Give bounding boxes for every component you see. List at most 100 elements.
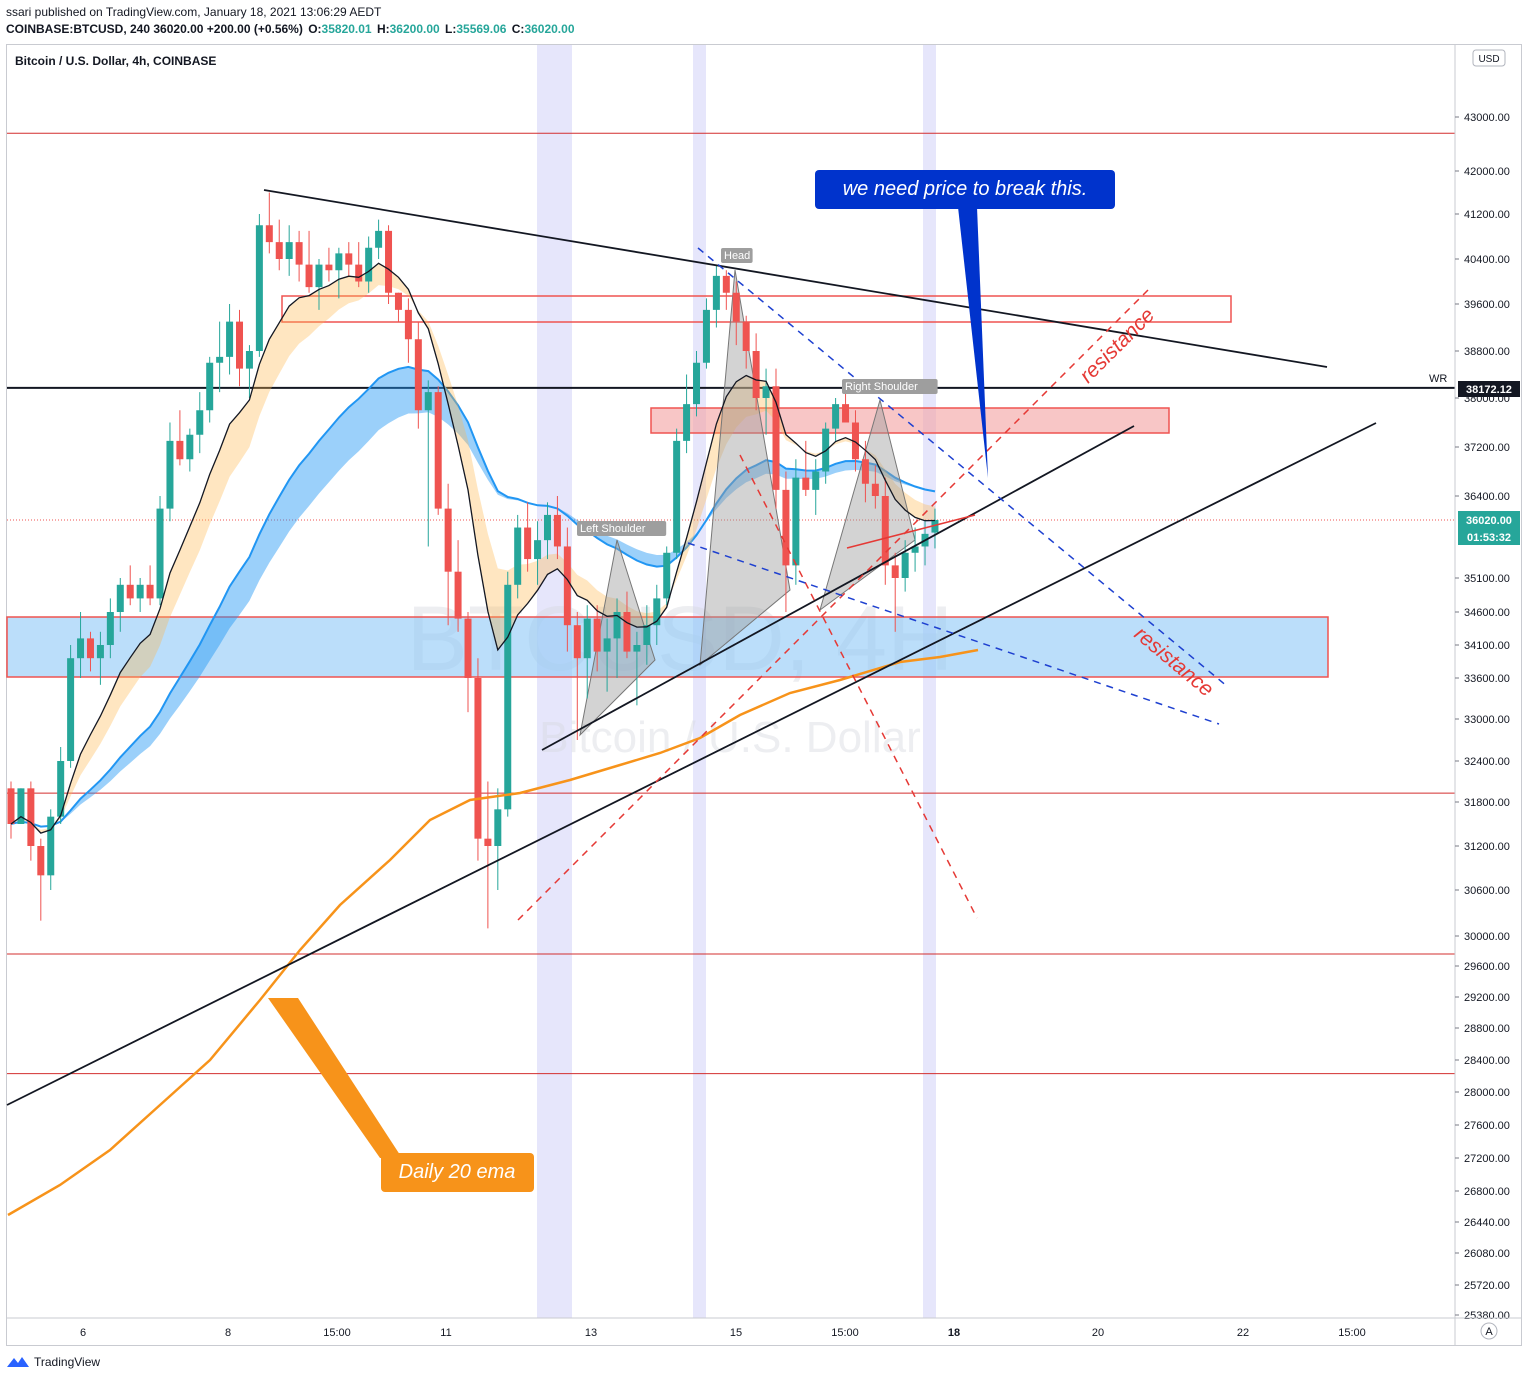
candle-body bbox=[77, 638, 85, 659]
candle-body bbox=[901, 552, 909, 578]
candle-body bbox=[444, 508, 452, 572]
candle-body bbox=[623, 612, 631, 652]
x-tick-label: 15:00 bbox=[1338, 1327, 1366, 1339]
currency-badge[interactable] bbox=[1472, 49, 1506, 67]
ema-band-blue bbox=[11, 366, 935, 827]
quote-high: 36200.00 bbox=[389, 22, 440, 36]
auto-scale-button[interactable] bbox=[1480, 1322, 1498, 1340]
y-tick-label: 31200.00 bbox=[1464, 841, 1510, 853]
callout-blue-pointer bbox=[958, 207, 988, 478]
y-tick-label: 25720.00 bbox=[1464, 1280, 1510, 1292]
y-tick-label: 37200.00 bbox=[1464, 442, 1510, 454]
y-tick-label: 26440.00 bbox=[1464, 1217, 1510, 1229]
quote-close: 36020.00 bbox=[524, 22, 575, 36]
ema-band-orange bbox=[11, 263, 935, 834]
candle-body bbox=[216, 356, 224, 363]
wr-price-label: 38172.12 bbox=[1466, 384, 1512, 396]
label-left-shoulder-bg bbox=[577, 521, 667, 536]
candle-body bbox=[792, 477, 800, 566]
candle-body bbox=[702, 309, 710, 363]
y-tick-label: 33000.00 bbox=[1464, 714, 1510, 726]
x-tick-label: 6 bbox=[80, 1327, 86, 1339]
candle-body bbox=[335, 253, 343, 271]
footer-brand: TradingView bbox=[34, 1355, 101, 1369]
candle-body bbox=[861, 459, 869, 484]
candle-body bbox=[136, 584, 144, 599]
candle-body bbox=[504, 584, 512, 810]
y-tick-label: 34100.00 bbox=[1464, 640, 1510, 652]
candle-body bbox=[653, 598, 661, 626]
blue-dashed-upper bbox=[697, 247, 1229, 688]
y-tick-label: 43000.00 bbox=[1464, 112, 1510, 124]
candle-body bbox=[543, 514, 551, 541]
candle-body bbox=[722, 275, 730, 293]
candle-body bbox=[236, 321, 244, 369]
candle-body bbox=[842, 404, 850, 423]
candle-body bbox=[851, 422, 859, 460]
candle-body bbox=[782, 489, 790, 566]
chart-title: Bitcoin / U.S. Dollar, 4h, COINBASE bbox=[15, 54, 216, 68]
current-price-tag bbox=[1458, 511, 1520, 545]
candle-body bbox=[37, 846, 45, 876]
candle-body bbox=[86, 638, 94, 659]
candle-body bbox=[762, 386, 770, 398]
countdown-label: 01:53:32 bbox=[1467, 532, 1511, 544]
candle-body bbox=[474, 678, 482, 839]
ema-30-line bbox=[10, 365, 936, 828]
y-tick-label: 27600.00 bbox=[1464, 1120, 1510, 1132]
candle-body bbox=[514, 527, 522, 585]
candle-body bbox=[553, 514, 561, 547]
candle-body bbox=[881, 496, 889, 566]
resistance-annotation: resistance bbox=[1075, 304, 1159, 388]
blue-dashed-lower bbox=[687, 542, 1220, 725]
y-tick-label: 27200.00 bbox=[1464, 1153, 1510, 1165]
candle-body bbox=[265, 225, 273, 243]
candle-body bbox=[752, 351, 760, 398]
candle-body bbox=[633, 645, 641, 652]
candle-body bbox=[146, 584, 154, 599]
quote-close-label: C: bbox=[511, 22, 525, 36]
candle-body bbox=[802, 477, 810, 490]
y-tick-label: 26080.00 bbox=[1464, 1248, 1510, 1260]
quote-symbol: COINBASE:BTCUSD, 240 bbox=[6, 22, 151, 36]
candle-body bbox=[305, 264, 313, 288]
x-tick-label: 8 bbox=[225, 1327, 231, 1339]
x-tick-label: 20 bbox=[1092, 1327, 1104, 1339]
candle-body bbox=[96, 645, 104, 659]
candle-body bbox=[67, 658, 75, 761]
current-price-label: 36020.00 bbox=[1466, 515, 1512, 527]
red-dashed-projection bbox=[739, 454, 978, 919]
candle-body bbox=[196, 410, 204, 435]
y-tick-label: 29200.00 bbox=[1464, 992, 1510, 1004]
candle-body bbox=[931, 519, 939, 533]
label-right-shoulder: Right Shoulder bbox=[845, 381, 918, 393]
candle-body bbox=[812, 471, 820, 490]
tradingview-logo-icon bbox=[7, 1357, 29, 1367]
y-tick-label: 40400.00 bbox=[1464, 254, 1510, 266]
candle-body bbox=[673, 440, 681, 553]
y-tick-label: 29600.00 bbox=[1464, 961, 1510, 973]
candle-body bbox=[871, 483, 879, 496]
candle-body bbox=[394, 292, 402, 310]
quote-high-label: H: bbox=[376, 22, 390, 36]
candle-body bbox=[355, 264, 363, 282]
candle-body bbox=[285, 242, 293, 259]
callout-orange-box bbox=[381, 1153, 534, 1192]
candle-body bbox=[365, 247, 373, 282]
y-tick-label: 41200.00 bbox=[1464, 209, 1510, 221]
candle-body bbox=[325, 264, 333, 271]
y-tick-label: 34600.00 bbox=[1464, 607, 1510, 619]
y-tick-label: 33600.00 bbox=[1464, 673, 1510, 685]
candle-body bbox=[484, 838, 492, 846]
candle-body bbox=[693, 362, 701, 405]
candle-body bbox=[206, 362, 214, 411]
quote-price: 36020.00 bbox=[153, 22, 204, 36]
y-tick-label: 28800.00 bbox=[1464, 1023, 1510, 1035]
x-tick-label: 15 bbox=[730, 1327, 742, 1339]
y-tick-label: 28000.00 bbox=[1464, 1087, 1510, 1099]
y-tick-label: 35100.00 bbox=[1464, 573, 1510, 585]
candle-body bbox=[464, 618, 472, 678]
pattern-shape-3 bbox=[819, 398, 916, 612]
candle-body bbox=[295, 242, 303, 265]
